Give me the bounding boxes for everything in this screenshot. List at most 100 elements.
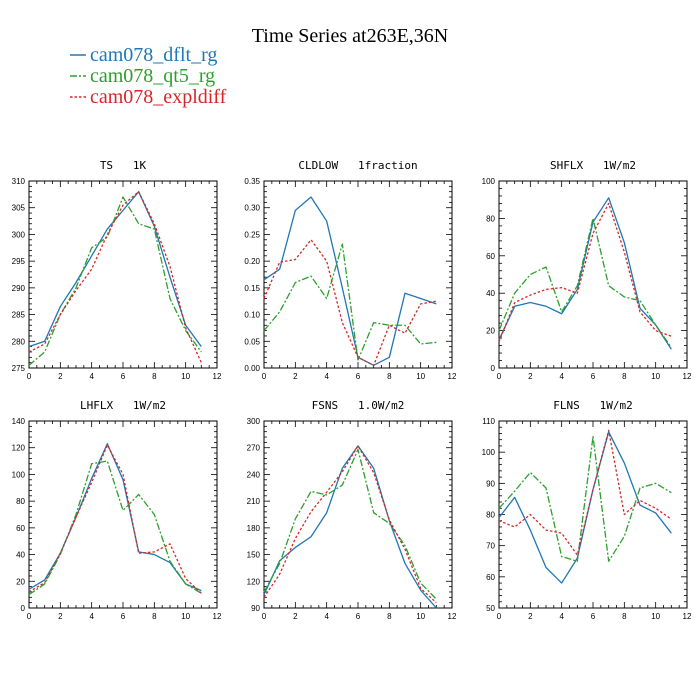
x-tick-label: 4 — [324, 612, 329, 621]
y-tick-label: 60 — [486, 252, 495, 261]
chart-panel-5: FSNS 1.0W/m2 0 2 4 6 8 10 12 90 120 150 180 210 240 27… — [247, 399, 457, 621]
x-tick-label: 2 — [293, 612, 298, 621]
series-line-cam078_qt5_rg — [28, 196, 202, 366]
x-tick-label: 0 — [27, 612, 32, 621]
x-tick-label: 4 — [89, 612, 94, 621]
x-tick-label: 12 — [683, 372, 692, 381]
series-line-cam078_expldiff — [263, 239, 437, 366]
y-tick-label: 120 — [247, 577, 261, 586]
x-tick-label: 10 — [651, 612, 660, 621]
x-tick-label: 8 — [152, 612, 157, 621]
y-tick-label: 80 — [16, 497, 25, 506]
legend-item: cam078_qt5_rg — [70, 65, 215, 87]
series-line-cam078_dflt_rg — [28, 191, 202, 348]
series-line-cam078_qt5_rg — [28, 460, 202, 596]
y-tick-label: 0 — [491, 364, 496, 373]
x-tick-label: 0 — [27, 372, 32, 381]
x-tick-label: 2 — [528, 372, 533, 381]
x-tick-label: 6 — [121, 372, 126, 381]
panel-title: FLNS 1W/m2 — [553, 399, 632, 412]
y-tick-label: 50 — [486, 604, 495, 613]
tick-marks — [498, 420, 688, 609]
tick-marks — [263, 420, 453, 609]
y-tick-label: 80 — [486, 214, 495, 223]
y-tick-label: 40 — [486, 289, 495, 298]
x-tick-label: 6 — [121, 612, 126, 621]
y-tick-label: 0.35 — [244, 177, 260, 186]
x-tick-label: 0 — [262, 372, 267, 381]
x-tick-label: 12 — [448, 612, 457, 621]
y-tick-label: 300 — [247, 417, 261, 426]
x-tick-label: 10 — [181, 612, 190, 621]
plot-frame — [498, 180, 688, 369]
plot-frame — [498, 420, 688, 609]
series-line-cam078_expldiff — [28, 191, 202, 363]
y-tick-label: 120 — [12, 444, 26, 453]
series-line-cam078_qt5_rg — [498, 435, 672, 562]
y-tick-label: 80 — [486, 511, 495, 520]
y-tick-label: 0.05 — [244, 337, 260, 346]
y-tick-label: 150 — [247, 551, 261, 560]
legend-label: cam078_dflt_rg — [90, 44, 217, 66]
y-tick-label: 20 — [16, 577, 25, 586]
y-tick-label: 270 — [247, 444, 261, 453]
series-line-cam078_qt5_rg — [263, 448, 437, 600]
series-line-cam078_expldiff — [498, 202, 672, 343]
y-tick-label: 100 — [482, 177, 496, 186]
y-tick-label: 60 — [16, 524, 25, 533]
series-line-cam078_expldiff — [498, 429, 672, 556]
panel-title: LHFLX 1W/m2 — [80, 399, 166, 412]
x-tick-label: 4 — [559, 372, 564, 381]
legend-label: cam078_expldiff — [90, 86, 227, 108]
y-tick-label: 310 — [12, 177, 26, 186]
x-tick-label: 0 — [497, 372, 502, 381]
panels: TS 1K0 2 4 6 8 10 12275280285290295300305310CL… — [12, 159, 692, 621]
y-tick-label: 0.20 — [244, 257, 260, 266]
x-tick-label: 10 — [181, 372, 190, 381]
plot-frame — [263, 180, 453, 369]
y-tick-label: 240 — [247, 470, 261, 479]
y-tick-label: 300 — [12, 230, 26, 239]
x-tick-label: 8 — [622, 372, 627, 381]
x-tick-label: 10 — [416, 372, 425, 381]
x-tick-label: 2 — [528, 612, 533, 621]
y-tick-label: 0.00 — [244, 364, 260, 373]
panel-title: TS 1K — [100, 159, 147, 172]
y-tick-label: 100 — [12, 470, 26, 479]
x-tick-label: 6 — [591, 372, 596, 381]
series-line-cam078_dflt_rg — [263, 445, 437, 609]
y-tick-label: 140 — [12, 417, 26, 426]
y-tick-label: 180 — [247, 524, 261, 533]
y-tick-label: 90 — [251, 604, 260, 613]
tick-marks — [498, 180, 688, 369]
series-line-cam078_qt5_rg — [498, 217, 672, 348]
y-tick-label: 0.25 — [244, 230, 260, 239]
x-tick-label: 8 — [152, 372, 157, 381]
legend-item: cam078_expldiff — [70, 86, 227, 108]
x-tick-label: 8 — [387, 372, 392, 381]
y-tick-label: 20 — [486, 327, 495, 336]
x-tick-label: 10 — [651, 372, 660, 381]
x-tick-label: 4 — [559, 612, 564, 621]
x-tick-label: 6 — [591, 612, 596, 621]
y-tick-label: 100 — [482, 448, 496, 457]
y-tick-label: 110 — [482, 417, 495, 426]
y-tick-label: 70 — [486, 542, 495, 551]
figure-title: Time Series at263E,36N — [252, 25, 448, 47]
series-line-cam078_dflt_rg — [498, 431, 672, 584]
series-line-cam078_expldiff — [28, 444, 202, 594]
x-tick-label: 10 — [416, 612, 425, 621]
y-tick-label: 305 — [12, 204, 26, 213]
y-tick-label: 0.10 — [244, 311, 260, 320]
x-tick-label: 12 — [683, 612, 692, 621]
chart-panel-2: CLDLOW 1fraction 0 2 4 6 8 10 12 0.00 0.05 0.10 0.1… — [244, 159, 457, 381]
x-tick-label: 2 — [293, 372, 298, 381]
x-tick-label: 0 — [262, 612, 267, 621]
x-tick-label: 4 — [89, 372, 94, 381]
series-line-cam078_expldiff — [263, 445, 437, 604]
plot-frame — [28, 180, 218, 369]
panel-title: FSNS 1.0W/m2 — [312, 399, 405, 412]
x-tick-label: 6 — [356, 372, 361, 381]
